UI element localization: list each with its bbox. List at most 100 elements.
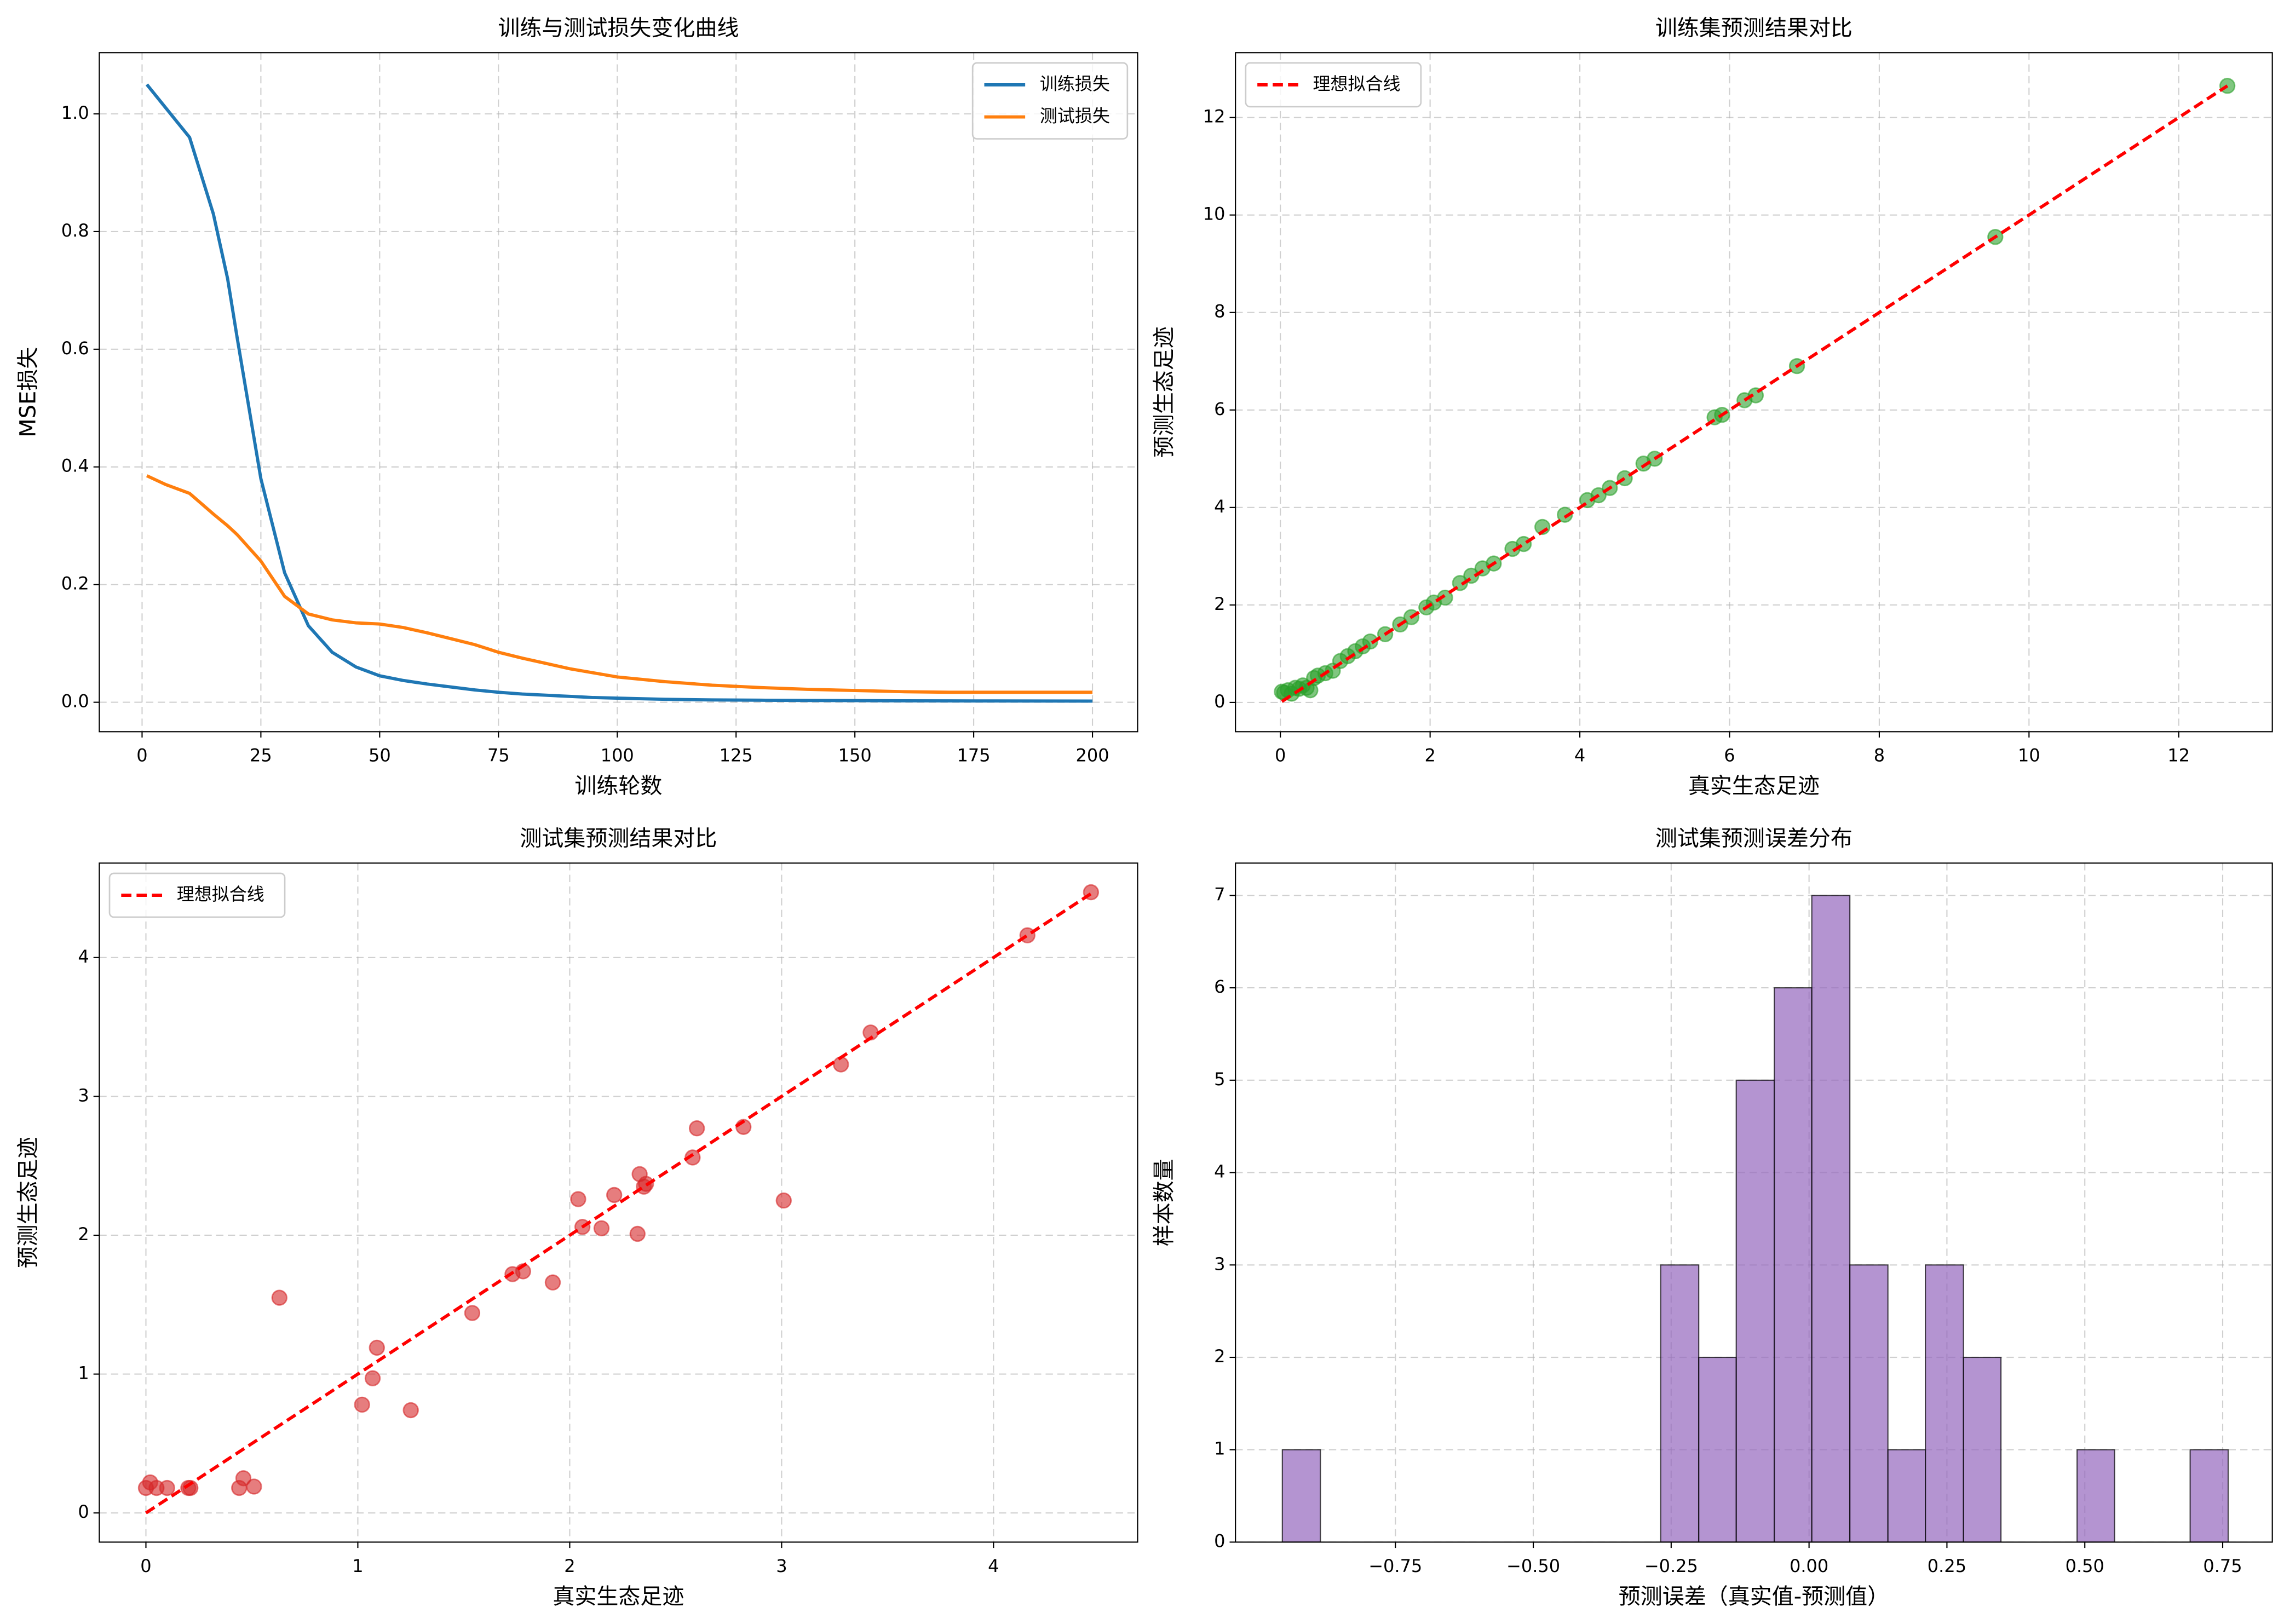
- loss-line: [145, 83, 1093, 703]
- histogram-bar: [2076, 1449, 2115, 1542]
- y-tick-label: 4: [1214, 496, 1225, 517]
- x-tick-label: 75: [487, 745, 510, 766]
- plot-area: [145, 83, 1093, 703]
- scatter-point: [271, 1289, 287, 1306]
- y-tick-label: 0: [1214, 691, 1225, 712]
- scatter-point: [235, 1470, 252, 1487]
- x-tick-label: 0: [1275, 745, 1286, 766]
- y-tick-label: 0.8: [61, 220, 89, 241]
- legend-box: [971, 62, 1129, 140]
- x-tick-label: 200: [1076, 745, 1109, 766]
- y-tick-label: 3: [78, 1085, 89, 1105]
- x-tick-label: 10: [2018, 745, 2040, 766]
- legend-label: 理想拟合线: [1313, 73, 1401, 94]
- scatter-point: [684, 1149, 701, 1166]
- x-tick-label: 0.50: [2066, 1556, 2104, 1576]
- scatter-point: [369, 1339, 385, 1356]
- x-tick-label: 2: [564, 1556, 575, 1576]
- y-tick-label: 2: [78, 1224, 89, 1245]
- y-axis-label: 样本数量: [1152, 1159, 1177, 1246]
- loss-line: [146, 474, 1093, 694]
- x-axis-label: 真实生态足迹: [1688, 774, 1820, 799]
- y-tick-label: 0.0: [61, 691, 89, 712]
- y-tick-label: 0.2: [61, 573, 89, 594]
- x-tick-label: 4: [988, 1556, 999, 1576]
- y-tick-label: 3: [1214, 1253, 1225, 1274]
- legend-box: [108, 872, 286, 918]
- plot-area: [1281, 895, 2229, 1542]
- scatter-point: [544, 1274, 561, 1291]
- axes-frame: [99, 52, 1138, 733]
- scatter-point: [570, 1191, 586, 1207]
- reference-line: [1281, 84, 2229, 703]
- legend: 理想拟合线: [108, 872, 286, 918]
- y-tick-label: 10: [1203, 204, 1226, 224]
- legend: 理想拟合线: [1245, 62, 1422, 108]
- x-tick-label: 125: [720, 745, 753, 766]
- y-tick-label: 4: [78, 946, 89, 967]
- scatter-point: [246, 1478, 262, 1495]
- histogram-bar: [1660, 1264, 1700, 1542]
- x-tick-label: 1: [352, 1556, 363, 1576]
- axes-frame: [99, 862, 1138, 1543]
- histogram-bar: [1735, 1079, 1775, 1542]
- x-axis-label: 预测误差（真实值-预测值）: [1619, 1584, 1889, 1609]
- axes-frame: [1235, 862, 2273, 1543]
- x-tick-label: −0.25: [1644, 1556, 1698, 1576]
- scatter-point: [688, 1120, 705, 1137]
- histogram-bar: [1811, 895, 1851, 1542]
- x-axis-label: 训练轮数: [574, 774, 662, 799]
- scatter-point: [775, 1192, 792, 1209]
- scatter-point: [402, 1402, 419, 1419]
- y-tick-label: 2: [1214, 594, 1225, 614]
- scatter-point: [354, 1396, 370, 1413]
- scatter-point: [159, 1479, 175, 1496]
- x-tick-label: 0.00: [1790, 1556, 1828, 1576]
- axes-frame: [1235, 52, 2273, 733]
- y-tick-label: 4: [1214, 1161, 1225, 1182]
- legend-box: [1245, 62, 1422, 108]
- y-tick-label: 5: [1214, 1069, 1225, 1090]
- legend-label: 测试损失: [1040, 106, 1110, 126]
- y-tick-label: 0: [78, 1501, 89, 1522]
- y-tick-label: 6: [1214, 976, 1225, 997]
- chart-title: 测试集预测误差分布: [1655, 826, 1852, 851]
- histogram-bar: [1698, 1356, 1737, 1542]
- x-tick-label: 50: [369, 745, 391, 766]
- y-tick-label: 0.4: [61, 456, 89, 476]
- plot-area: [1274, 78, 2236, 703]
- histogram-bar: [1849, 1264, 1889, 1542]
- scatter-point: [606, 1187, 623, 1203]
- histogram-bar: [1887, 1449, 1926, 1542]
- legend-label: 理想拟合线: [177, 884, 264, 905]
- x-tick-label: 3: [776, 1556, 787, 1576]
- scatter-point: [1437, 589, 1453, 606]
- y-tick-label: 0: [1214, 1530, 1225, 1551]
- chart-title: 测试集预测结果对比: [520, 826, 717, 851]
- histogram-bar: [1281, 1449, 1321, 1542]
- legend-label: 训练损失: [1040, 73, 1110, 94]
- x-tick-label: 4: [1574, 745, 1585, 766]
- x-tick-label: 0.25: [1928, 1556, 1966, 1576]
- subplot: 0 25 50 75 100 125 150 175 200 0.0 0.2 0.4 0.6 0.8 1.0…: [15, 16, 1138, 799]
- y-axis-label: 预测生态足迹: [1152, 326, 1177, 458]
- x-tick-label: 0: [140, 1556, 151, 1576]
- histogram-bar: [1925, 1264, 1964, 1542]
- y-axis-label: MSE损失: [15, 347, 41, 437]
- y-tick-label: 2: [1214, 1346, 1225, 1367]
- x-tick-label: −0.75: [1368, 1556, 1422, 1576]
- x-tick-label: 0: [136, 745, 147, 766]
- x-tick-label: −0.50: [1506, 1556, 1560, 1576]
- y-tick-label: 7: [1214, 884, 1225, 905]
- y-tick-label: 8: [1214, 301, 1225, 322]
- subplot: −0.75 −0.50 −0.25 0.00 0.25 0.50 0.75 0 1 2 3 4 5 6 7 测…: [1152, 826, 2273, 1609]
- histogram-bar: [1774, 987, 1813, 1542]
- x-tick-label: 100: [601, 745, 634, 766]
- scatter-point: [464, 1305, 481, 1321]
- scatter-point: [593, 1220, 610, 1236]
- scatter-point: [629, 1225, 646, 1242]
- x-tick-label: 6: [1724, 745, 1735, 766]
